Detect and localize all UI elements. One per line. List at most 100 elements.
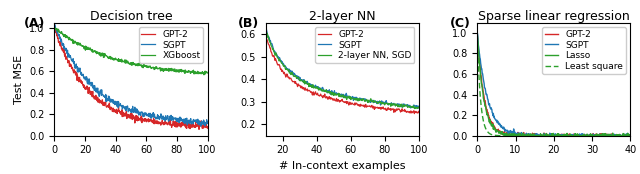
GPT-2	[176, 123, 184, 125]
GPT-2	[200, 122, 208, 124]
Legend: GPT-2, SGPT, Lasso, Least square: GPT-2, SGPT, Lasso, Least square	[542, 27, 626, 74]
GPT-2	[585, 135, 593, 137]
Lasso	[627, 135, 634, 137]
SGPT	[142, 113, 150, 116]
GPT-2	[134, 115, 141, 117]
GPT-2	[353, 102, 360, 104]
GPT-2	[262, 36, 270, 38]
SGPT	[134, 112, 141, 114]
SGPT	[585, 137, 593, 139]
GPT-2	[195, 128, 203, 130]
SGPT	[584, 137, 591, 139]
Lasso	[585, 135, 593, 137]
Title: 2-layer NN: 2-layer NN	[309, 10, 376, 23]
GPT-2	[204, 127, 211, 129]
GPT-2	[124, 114, 131, 116]
SGPT	[415, 107, 422, 109]
GPT-2	[51, 26, 58, 28]
GPT-2	[391, 109, 399, 112]
2-layer NN, SGD	[353, 97, 361, 100]
XGboost	[134, 63, 141, 65]
SGPT	[415, 105, 423, 107]
SGPT	[534, 133, 541, 135]
Legend: GPT-2, SGPT, XGboost: GPT-2, SGPT, XGboost	[139, 27, 203, 63]
GPT-2	[474, 33, 481, 35]
Line: Least square: Least square	[477, 33, 630, 136]
Line: 2-layer NN, SGD: 2-layer NN, SGD	[266, 29, 419, 109]
Least square	[474, 32, 481, 34]
Line: SGPT: SGPT	[54, 22, 207, 126]
SGPT	[262, 28, 270, 30]
GPT-2	[627, 134, 634, 136]
Title: Sparse linear regression: Sparse linear regression	[478, 10, 630, 23]
Least square	[584, 135, 591, 137]
XGboost	[204, 72, 211, 74]
SGPT	[570, 135, 577, 137]
Line: GPT-2: GPT-2	[266, 34, 419, 114]
SGPT	[51, 21, 58, 23]
SGPT	[51, 22, 58, 24]
GPT-2	[124, 116, 132, 118]
Least square	[570, 135, 577, 137]
Lasso	[534, 134, 541, 136]
SGPT	[401, 103, 408, 105]
Lasso	[571, 138, 579, 140]
SGPT	[177, 120, 184, 122]
SGPT	[356, 97, 364, 99]
GPT-2	[492, 128, 499, 130]
2-layer NN, SGD	[356, 100, 364, 102]
SGPT	[262, 24, 269, 26]
XGboost	[200, 74, 208, 76]
GPT-2	[401, 108, 408, 110]
GPT-2	[141, 119, 149, 121]
SGPT	[474, 32, 481, 34]
Line: GPT-2: GPT-2	[477, 34, 630, 138]
GPT-2	[410, 113, 418, 115]
2-layer NN, SGD	[410, 108, 418, 110]
Line: XGboost: XGboost	[54, 27, 207, 75]
Lasso	[524, 134, 531, 136]
Lasso	[570, 136, 577, 138]
GPT-2	[353, 103, 361, 105]
2-layer NN, SGD	[262, 31, 270, 33]
2-layer NN, SGD	[262, 28, 269, 30]
Y-axis label: Test MSE: Test MSE	[13, 55, 24, 104]
SGPT	[627, 134, 634, 136]
GPT-2	[534, 134, 542, 136]
SGPT	[125, 110, 132, 112]
XGboost	[200, 74, 208, 76]
X-axis label: # In-context examples: # In-context examples	[279, 161, 406, 171]
SGPT	[609, 138, 616, 140]
SGPT	[197, 125, 205, 127]
Least square	[627, 135, 634, 137]
SGPT	[353, 98, 361, 100]
SGPT	[524, 133, 531, 135]
Legend: GPT-2, SGPT, 2-layer NN, SGD: GPT-2, SGPT, 2-layer NN, SGD	[315, 27, 415, 63]
Line: SGPT: SGPT	[477, 33, 630, 139]
Text: (B): (B)	[238, 17, 259, 30]
2-layer NN, SGD	[401, 105, 408, 107]
GPT-2	[262, 33, 269, 35]
XGboost	[124, 62, 132, 64]
Title: Decision tree: Decision tree	[90, 10, 172, 23]
XGboost	[176, 70, 184, 72]
GPT-2	[356, 104, 364, 106]
Lasso	[492, 129, 499, 131]
Line: SGPT: SGPT	[266, 25, 419, 108]
SGPT	[124, 105, 131, 107]
GPT-2	[570, 134, 578, 136]
GPT-2	[524, 134, 531, 136]
Line: GPT-2: GPT-2	[54, 27, 207, 129]
SGPT	[353, 96, 360, 98]
Least square	[585, 135, 593, 137]
GPT-2	[533, 137, 541, 139]
2-layer NN, SGD	[391, 103, 399, 105]
2-layer NN, SGD	[415, 106, 423, 108]
GPT-2	[415, 111, 423, 113]
SGPT	[492, 119, 499, 121]
SGPT	[201, 121, 209, 124]
Least square	[534, 135, 541, 137]
Least square	[492, 134, 499, 136]
Text: (C): (C)	[450, 17, 470, 30]
XGboost	[141, 66, 149, 68]
